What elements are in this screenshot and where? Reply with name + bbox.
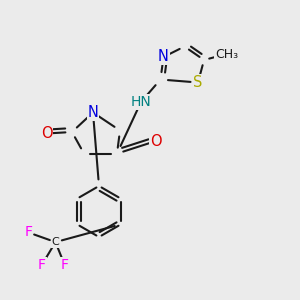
Text: N: N bbox=[158, 50, 169, 64]
Text: F: F bbox=[25, 226, 32, 239]
Text: O: O bbox=[150, 134, 162, 148]
Text: F: F bbox=[38, 258, 46, 272]
Text: F: F bbox=[61, 258, 68, 272]
Text: HN: HN bbox=[130, 95, 152, 109]
Text: O: O bbox=[41, 126, 52, 141]
Text: N: N bbox=[88, 105, 98, 120]
Text: CH₃: CH₃ bbox=[215, 47, 238, 61]
Text: C: C bbox=[52, 237, 59, 247]
Text: S: S bbox=[193, 75, 203, 90]
